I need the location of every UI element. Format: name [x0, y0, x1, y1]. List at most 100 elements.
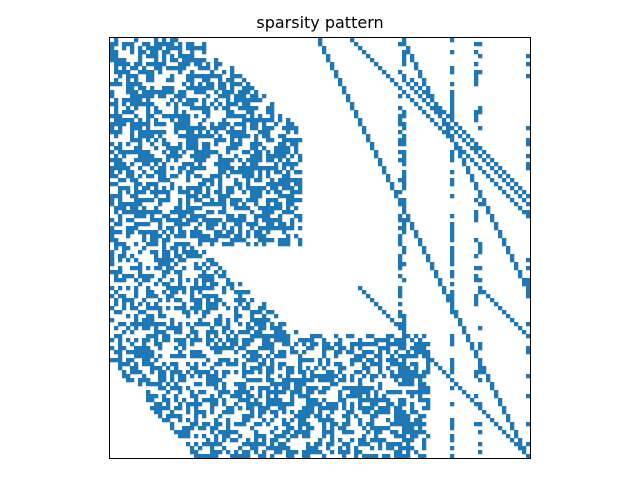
nonzero-cell	[226, 230, 231, 235]
nonzero-cell	[134, 102, 139, 107]
nonzero-cell	[286, 226, 291, 231]
nonzero-cell	[138, 62, 143, 67]
nonzero-cell	[498, 306, 503, 311]
nonzero-cell	[214, 190, 219, 195]
nonzero-cell	[274, 446, 279, 451]
nonzero-cell	[402, 182, 407, 187]
nonzero-cell	[306, 442, 311, 447]
nonzero-cell	[218, 230, 223, 235]
nonzero-cell	[306, 406, 311, 411]
nonzero-cell	[110, 174, 115, 179]
nonzero-cell	[194, 86, 199, 91]
nonzero-cell	[230, 454, 235, 459]
nonzero-cell	[166, 158, 171, 163]
nonzero-cell	[306, 358, 311, 363]
nonzero-cell	[202, 310, 207, 315]
nonzero-cell	[450, 110, 455, 115]
nonzero-cell	[298, 182, 303, 187]
nonzero-cell	[234, 358, 239, 363]
nonzero-cell	[182, 346, 187, 351]
nonzero-cell	[298, 386, 303, 391]
nonzero-cell	[286, 178, 291, 183]
nonzero-cell	[258, 394, 263, 399]
nonzero-cell	[366, 394, 371, 399]
nonzero-cell	[354, 390, 359, 395]
nonzero-cell	[262, 386, 267, 391]
nonzero-cell	[222, 430, 227, 435]
nonzero-cell	[126, 338, 131, 343]
nonzero-cell	[450, 302, 455, 307]
nonzero-cell	[382, 410, 387, 415]
nonzero-cell	[218, 162, 223, 167]
nonzero-cell	[154, 410, 159, 415]
nonzero-cell	[166, 418, 171, 423]
nonzero-cell	[178, 118, 183, 123]
nonzero-cell	[362, 374, 367, 379]
nonzero-cell	[474, 198, 479, 203]
nonzero-cell	[250, 358, 255, 363]
nonzero-cell	[130, 122, 135, 127]
nonzero-cell	[266, 118, 271, 123]
nonzero-cell	[174, 370, 179, 375]
nonzero-cell	[150, 334, 155, 339]
nonzero-cell	[142, 42, 147, 47]
nonzero-cell	[258, 190, 263, 195]
nonzero-cell	[354, 110, 359, 115]
nonzero-cell	[122, 154, 127, 159]
nonzero-cell	[278, 142, 283, 147]
nonzero-cell	[110, 262, 115, 267]
nonzero-cell	[478, 166, 483, 171]
nonzero-cell	[198, 214, 203, 219]
nonzero-cell	[462, 158, 467, 163]
nonzero-cell	[238, 142, 243, 147]
nonzero-cell	[194, 218, 199, 223]
nonzero-cell	[282, 338, 287, 343]
nonzero-cell	[178, 330, 183, 335]
nonzero-cell	[194, 278, 199, 283]
nonzero-cell	[506, 418, 511, 423]
nonzero-cell	[406, 450, 411, 455]
nonzero-cell	[398, 94, 403, 99]
nonzero-cell	[230, 66, 235, 71]
nonzero-cell	[314, 402, 319, 407]
nonzero-cell	[334, 406, 339, 411]
nonzero-cell	[378, 370, 383, 375]
nonzero-cell	[114, 358, 119, 363]
nonzero-cell	[110, 202, 115, 207]
nonzero-cell	[426, 362, 431, 367]
nonzero-cell	[210, 202, 215, 207]
nonzero-cell	[278, 170, 283, 175]
nonzero-cell	[254, 438, 259, 443]
nonzero-cell	[138, 98, 143, 103]
nonzero-cell	[306, 446, 311, 451]
nonzero-cell	[146, 230, 151, 235]
nonzero-cell	[450, 230, 455, 235]
nonzero-cell	[318, 410, 323, 415]
nonzero-cell	[354, 394, 359, 399]
nonzero-cell	[294, 382, 299, 387]
nonzero-cell	[262, 166, 267, 171]
nonzero-cell	[474, 274, 479, 279]
nonzero-cell	[402, 382, 407, 387]
nonzero-cell	[282, 166, 287, 171]
nonzero-cell	[230, 338, 235, 343]
nonzero-cell	[398, 42, 403, 47]
nonzero-cell	[246, 390, 251, 395]
nonzero-cell	[230, 430, 235, 435]
nonzero-cell	[486, 154, 491, 159]
nonzero-cell	[330, 418, 335, 423]
nonzero-cell	[118, 126, 123, 131]
nonzero-cell	[162, 230, 167, 235]
nonzero-cell	[150, 154, 155, 159]
nonzero-cell	[266, 230, 271, 235]
nonzero-cell	[494, 302, 499, 307]
nonzero-cell	[254, 442, 259, 447]
nonzero-cell	[162, 86, 167, 91]
nonzero-cell	[142, 326, 147, 331]
nonzero-cell	[250, 314, 255, 319]
nonzero-cell	[198, 298, 203, 303]
nonzero-cell	[206, 190, 211, 195]
nonzero-cell	[402, 430, 407, 435]
nonzero-cell	[350, 342, 355, 347]
nonzero-cell	[402, 174, 407, 179]
